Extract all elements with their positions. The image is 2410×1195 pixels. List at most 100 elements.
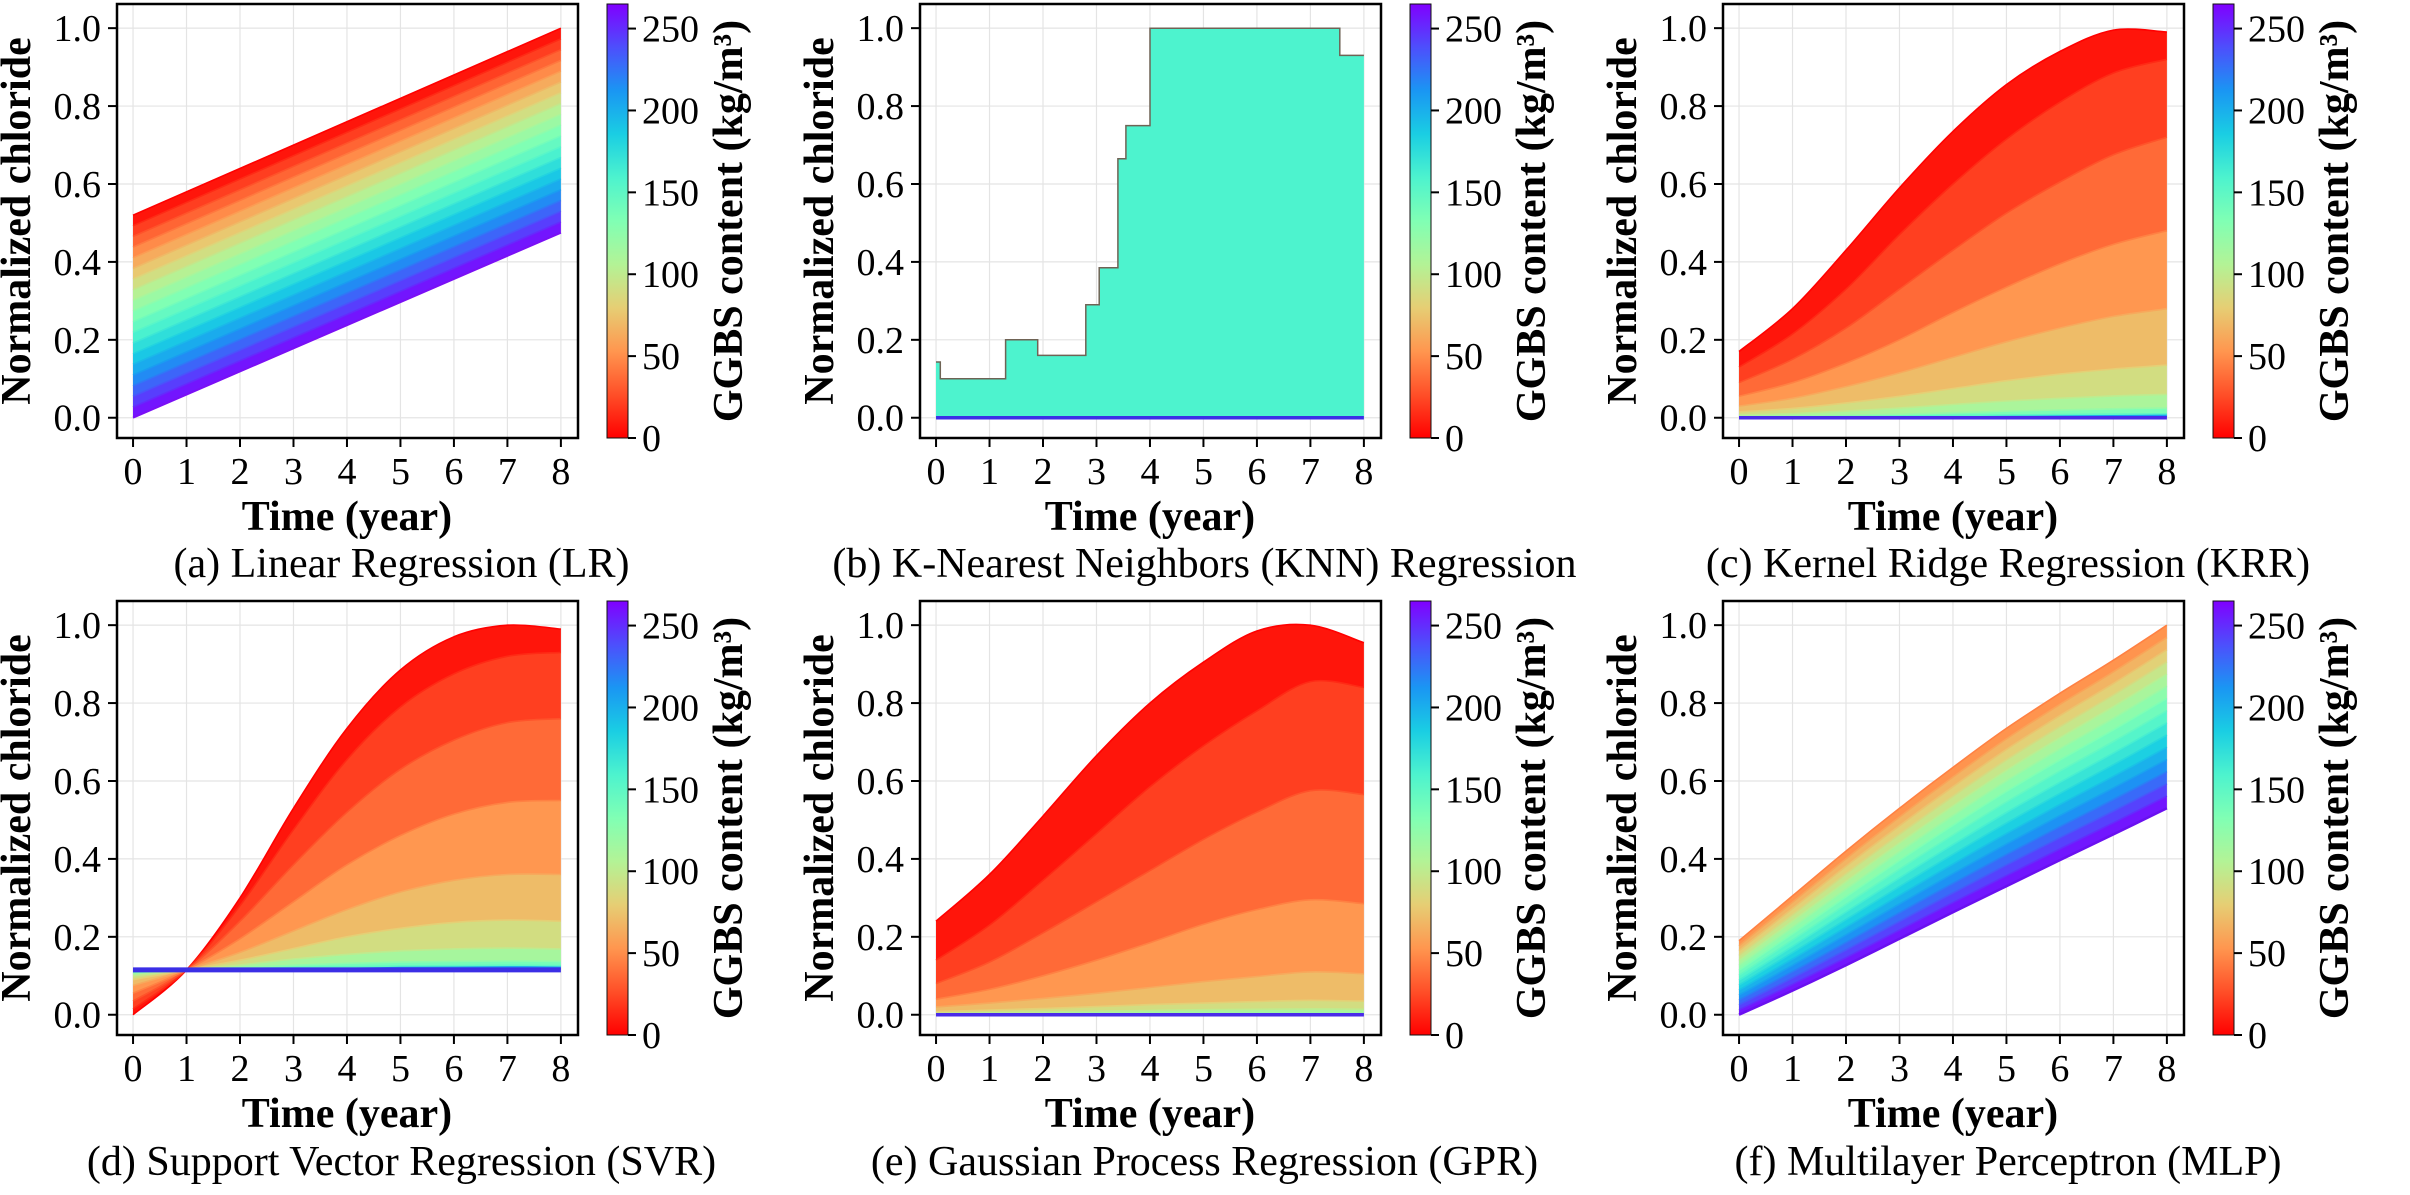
level-curve xyxy=(1738,636,2168,947)
colorbar-tick-label: 100 xyxy=(642,851,699,893)
colorbar-ticks xyxy=(1431,27,1439,439)
x-tick-label: 0 xyxy=(124,1048,143,1090)
band xyxy=(133,38,561,237)
colorbar-tick-label: 100 xyxy=(1445,254,1502,296)
x-tick-label: 8 xyxy=(1354,451,1373,493)
level-curve xyxy=(132,81,562,270)
level-curve xyxy=(1738,795,2168,1011)
y-tick-label: 0.0 xyxy=(54,995,102,1037)
x-tick-label: 7 xyxy=(498,451,517,493)
x-tick-label: 3 xyxy=(1890,1048,1909,1090)
x-tick-label: 5 xyxy=(391,1048,410,1090)
colorbar-tick-label: 150 xyxy=(2248,769,2305,811)
plot-area xyxy=(1738,624,2168,1016)
colorbar-label: GGBS content (kg/m³) xyxy=(2312,20,2358,422)
colorbar-tick-label: 100 xyxy=(1445,851,1502,893)
colorbar-tick-label: 200 xyxy=(642,687,699,729)
level-curve xyxy=(935,789,1364,985)
band xyxy=(133,146,561,344)
colorbar-tick-label: 200 xyxy=(642,90,699,132)
x-tick-label: 4 xyxy=(1140,451,1159,493)
colorbar xyxy=(2212,3,2235,439)
x-tick-label: 1 xyxy=(177,451,196,493)
level-curve xyxy=(132,199,562,387)
caption-linear-regression: (a) Linear Regression (LR) xyxy=(173,540,630,587)
colorbar-tick-label: 0 xyxy=(2248,1015,2267,1057)
y-tick-label: 0.6 xyxy=(1660,761,1708,803)
colorbar-tick-labels: 0 50 100 150 200 250 xyxy=(1445,9,1502,460)
caption-knn-regression: (b) K-Nearest Neighbors (KNN) Regression xyxy=(832,540,1577,587)
x-tick-label: 6 xyxy=(444,451,463,493)
level-curve xyxy=(1738,783,2168,1006)
plot-area xyxy=(935,623,1365,1017)
plot-area xyxy=(132,624,561,1016)
subplot-gaussian-process-regression: 0 1 2 3 4 5 6 7 8 0.0 0.2 0.4 0.6 0.8 1.0 Time (year) No… xyxy=(803,597,1606,1195)
x-tick-label: 2 xyxy=(231,1048,250,1090)
x-tick-label: 3 xyxy=(1087,451,1106,493)
x-tick-label: 6 xyxy=(1247,451,1266,493)
band xyxy=(1739,661,2167,961)
tick-labels: 0 1 2 3 4 5 6 7 8 0.0 0.2 0.4 0.6 0.8 1.0 xyxy=(54,605,571,1090)
level-curve xyxy=(132,145,562,334)
y-tick-label: 0.8 xyxy=(857,86,905,128)
x-tick-label: 4 xyxy=(1943,1048,1962,1090)
y-tick-label: 0.2 xyxy=(1660,320,1708,362)
colorbar-tick-label: 250 xyxy=(1445,606,1502,648)
band xyxy=(133,103,561,301)
x-tick-label: 7 xyxy=(1301,451,1320,493)
y-tick-label: 0.2 xyxy=(1660,917,1708,959)
x-tick-label: 2 xyxy=(1034,1048,1053,1090)
level-curve xyxy=(935,971,1364,1008)
colorbar-tick-label: 0 xyxy=(642,1015,661,1057)
level-curve xyxy=(132,221,562,408)
level-curve xyxy=(132,188,562,376)
knn-envelope-line xyxy=(936,27,1364,380)
colorbar-tick-label: 150 xyxy=(1445,769,1502,811)
colorbar-label: GGBS content (kg/m³) xyxy=(1509,617,1555,1019)
x-axis-label: Time (year) xyxy=(1045,494,1255,540)
colorbar-tick-label: 150 xyxy=(2248,172,2305,214)
x-tick-label: 2 xyxy=(1837,451,1856,493)
colorbar xyxy=(606,600,629,1036)
level-curve xyxy=(132,651,561,1010)
colorbar-tick-label: 200 xyxy=(1445,90,1502,132)
band xyxy=(133,168,561,365)
y-axis-label: Normalized chloride xyxy=(803,37,843,404)
y-tick-label: 0.2 xyxy=(54,320,102,362)
x-tick-label: 0 xyxy=(927,1048,946,1090)
band xyxy=(1739,637,2167,951)
x-tick-label: 8 xyxy=(1354,1048,1373,1090)
caption-support-vector-regression: (d) Support Vector Regression (SVR) xyxy=(86,1138,717,1185)
band xyxy=(1739,796,2167,1015)
subplot-support-vector-regression: 0 1 2 3 4 5 6 7 8 0.0 0.2 0.4 0.6 0.8 1.0 Time (year) No… xyxy=(0,597,803,1195)
band xyxy=(133,211,561,408)
level-curve xyxy=(132,48,562,238)
band xyxy=(133,28,561,226)
y-tick-label: 0.6 xyxy=(54,761,102,803)
plot-area xyxy=(132,27,562,419)
band xyxy=(936,899,1364,1007)
level-curve xyxy=(1738,661,2168,957)
level-curve xyxy=(132,70,562,259)
subplot-multilayer-perceptron: 0 1 2 3 4 5 6 7 8 0.0 0.2 0.4 0.6 0.8 1.0 Time (year) No… xyxy=(1606,597,2410,1195)
band xyxy=(133,114,561,312)
x-tick-label: 1 xyxy=(980,451,999,493)
bottom-curve xyxy=(1738,807,2168,1016)
y-tick-label: 0.0 xyxy=(857,398,905,440)
colorbar-tick-label: 250 xyxy=(2248,9,2305,51)
level-curve xyxy=(1738,673,2168,962)
caption-kernel-ridge-regression: (c) Kernel Ridge Regression (KRR) xyxy=(1705,540,2311,587)
knn-band xyxy=(936,28,1364,418)
y-tick-label: 0.0 xyxy=(857,995,905,1037)
band xyxy=(133,652,561,1009)
ticks xyxy=(1714,624,2168,1044)
level-curve xyxy=(132,135,562,323)
level-curve xyxy=(1738,648,2168,952)
band xyxy=(1739,747,2167,995)
x-tick-label: 3 xyxy=(284,1048,303,1090)
band xyxy=(133,71,561,269)
colorbar-tick-label: 50 xyxy=(1445,336,1483,378)
